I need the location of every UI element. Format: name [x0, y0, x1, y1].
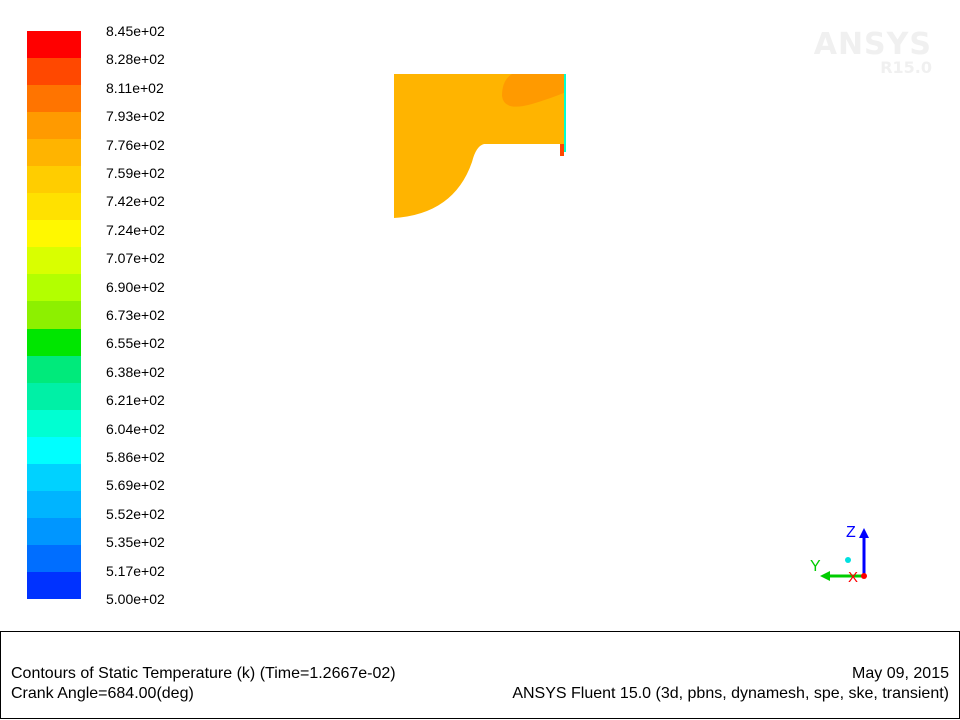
- colorbar-segment: [27, 544, 81, 573]
- caption-date: May 09, 2015: [852, 665, 949, 682]
- colorbar-segment: [27, 355, 81, 384]
- z-axis-label: Z: [846, 524, 856, 541]
- contour-hot-spot: [560, 144, 564, 156]
- colorbar-label: 6.90e+02: [106, 278, 165, 295]
- colorbar-segment: [27, 382, 81, 411]
- colorbar-segment: [27, 463, 81, 492]
- colorbar-label: 7.59e+02: [106, 165, 165, 181]
- view-dot: [845, 557, 851, 563]
- colorbar-segment: [27, 193, 81, 221]
- colorbar-segment: [27, 436, 81, 465]
- colorbar-label: 7.07e+02: [106, 250, 165, 267]
- ansys-watermark: ANSYS R15.0: [814, 30, 932, 76]
- origin-dot: [861, 573, 867, 579]
- temperature-contour-plot: [394, 74, 566, 218]
- colorbar-label: 5.35e+02: [106, 534, 165, 551]
- colorbar-segment: [27, 571, 81, 600]
- colorbar-label: 7.42e+02: [106, 193, 165, 210]
- axis-triad: Z Y X: [810, 524, 869, 586]
- colorbar-segment: [27, 85, 81, 113]
- colorbar-segment: [27, 328, 81, 357]
- watermark-name: ANSYS: [813, 27, 932, 62]
- colorbar-label: 8.45e+02: [106, 23, 165, 39]
- y-axis-label: Y: [810, 558, 821, 575]
- colorbar-label: 5.52e+02: [106, 505, 165, 522]
- y-axis-arrowhead: [820, 571, 830, 581]
- contour-region-warm: [502, 74, 566, 107]
- contour-region-main: [394, 74, 566, 218]
- colorbar-segment: [27, 220, 81, 248]
- colorbar-label: 5.00e+02: [106, 591, 165, 607]
- colorbar-segment: [27, 58, 81, 86]
- colorbar-label: 7.24e+02: [106, 221, 165, 238]
- colorbar-label: 8.28e+02: [106, 51, 165, 68]
- colorbar-label: 8.11e+02: [106, 79, 164, 96]
- colorbar-segment: [27, 31, 81, 59]
- colorbar-label: 7.76e+02: [106, 136, 165, 153]
- colorbar-label: 6.38e+02: [106, 363, 165, 380]
- colorbar-segment: [27, 409, 81, 438]
- colorbar-segment: [27, 274, 81, 302]
- colorbar-label: 6.73e+02: [106, 307, 165, 323]
- colorbar-label: 5.17e+02: [106, 562, 165, 579]
- colorbar-label: 5.69e+02: [106, 477, 165, 494]
- colorbar-label: 6.55e+02: [106, 335, 165, 352]
- colorbar: [27, 31, 81, 600]
- colorbar-label: 6.21e+02: [106, 392, 165, 409]
- contour-wall-edge: [564, 74, 566, 152]
- colorbar-segment: [27, 517, 81, 546]
- caption-title: Contours of Static Temperature (k) (Time…: [11, 665, 396, 682]
- z-axis-arrowhead: [859, 528, 869, 538]
- colorbar-label: 5.86e+02: [106, 449, 165, 465]
- colorbar-label: 7.93e+02: [106, 108, 165, 125]
- caption-solver-info: ANSYS Fluent 15.0 (3d, pbns, dynamesh, s…: [512, 685, 949, 702]
- colorbar-segment: [27, 490, 81, 519]
- colorbar-segment: [27, 166, 81, 194]
- x-axis-label: X: [848, 569, 858, 586]
- colorbar-segment: [27, 301, 81, 330]
- caption-crank-angle: Crank Angle=684.00(deg): [11, 685, 194, 702]
- colorbar-segment: [27, 112, 81, 140]
- colorbar-segment: [27, 139, 81, 167]
- colorbar-segment: [27, 247, 81, 275]
- plot-caption-box: Contours of Static Temperature (k) (Time…: [0, 631, 960, 719]
- colorbar-label: 6.04e+02: [106, 420, 165, 437]
- watermark-version: R15.0: [880, 58, 932, 77]
